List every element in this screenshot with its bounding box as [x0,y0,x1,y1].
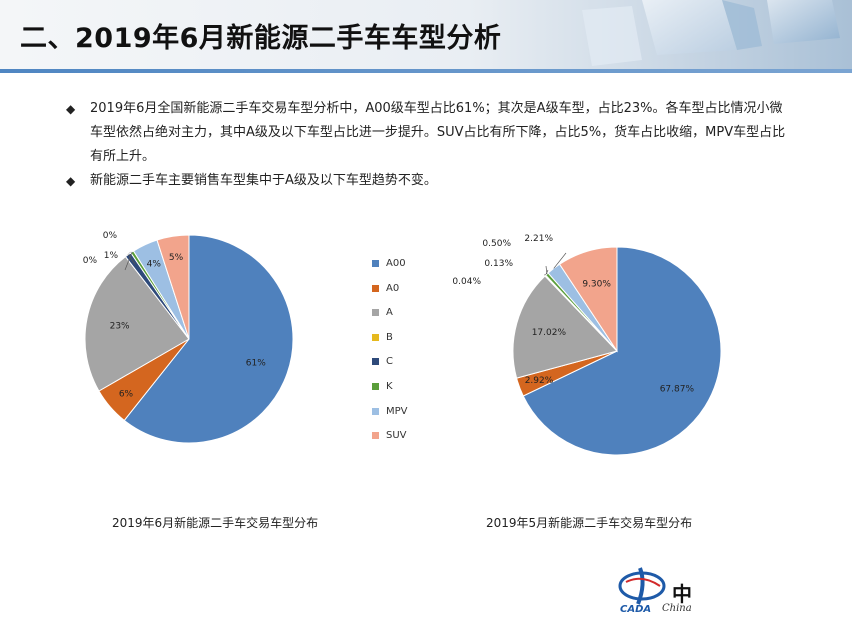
pie-data-label: 6% [119,389,134,399]
legend-swatch [372,284,379,292]
logo-subtext: China [662,603,692,614]
logo-badge: CADA [620,604,651,614]
legend-swatch [372,333,379,341]
legend-item: B [372,332,408,357]
legend-swatch [372,432,379,440]
chart-title-june: 2019年6月新能源二手车交易车型分布 [112,516,319,530]
pie-data-label: 0.50% [482,239,511,249]
pie-data-label: 23% [110,321,130,331]
chart-title-may: 2019年5月新能源二手车交易车型分布 [486,516,693,530]
pie-leader-line [553,252,567,269]
pie-data-label: 17.02% [532,328,567,338]
legend-item: SUV [372,430,408,455]
header-underline [0,69,852,73]
legend-label: MPV [386,405,408,417]
pie-data-label: 2.21% [524,234,553,244]
pie-data-label: 2.92% [525,376,554,386]
legend-swatch [372,358,379,366]
legend-label: SUV [386,430,407,442]
chart-legend: A00 A0 A B C K MPV SUV [372,258,408,455]
bullet-item: ◆ 新能源二手车主要销售车型集中于A级及以下车型趋势不变。 [66,169,786,193]
pie-data-label: 9.30% [582,279,611,289]
pie-leader-line [127,254,136,265]
legend-label: A0 [386,282,400,294]
pie-data-label: 4% [147,260,162,270]
diamond-bullet-icon: ◆ [66,102,76,116]
cada-logo-icon: CADA [618,567,666,614]
legend-swatch [372,260,379,267]
legend-label: B [386,331,393,343]
pie-data-label: 0.04% [452,277,481,287]
legend-item: A0 [372,283,408,308]
page-title: 二、2019年6月新能源二手车车型分析 [20,23,502,54]
legend-item: C [372,356,408,381]
legend-label: K [386,380,393,392]
pie-slice-SUV [558,246,618,353]
legend-item: MPV [372,406,408,431]
pie-data-label: 0.13% [484,259,513,269]
bullet-text: 新能源二手车主要销售车型集中于A级及以下车型趋势不变。 [90,173,437,188]
legend-label: A00 [386,258,406,269]
legend-item: A [372,307,408,332]
pie-slice-A00 [123,234,294,444]
legend-swatch [372,407,379,415]
legend-label: A [386,307,393,319]
logo-text: 中 [672,582,692,606]
legend-item: A00 [372,258,408,283]
legend-swatch [372,382,379,390]
pie-data-label: 67.87% [660,385,695,395]
header-banner: 二、2019年6月新能源二手车车型分析 [0,0,852,73]
diamond-bullet-icon: ◆ [66,174,76,188]
pie-data-label: 0% [83,256,98,266]
bullet-text: 2019年6月全国新能源二手车交易车型分析中，A00级车型占比61%；其次是A级… [90,101,786,164]
pie-leader-line [545,265,548,275]
bullet-item: ◆ 2019年6月全国新能源二手车交易车型分析中，A00级车型占比61%；其次是… [66,97,786,169]
pie-slice-A [84,255,190,392]
pie-data-label: 5% [169,253,184,263]
pie-data-label: 0% [103,231,118,241]
legend-item: K [372,381,408,406]
legend-swatch [372,309,379,317]
header-cube-graphic [582,0,840,66]
pie-slice-SUV [156,234,190,340]
bullet-list: ◆ 2019年6月全国新能源二手车交易车型分析中，A00级车型占比61%；其次是… [66,97,786,193]
legend-label: C [386,356,393,368]
pie-slice-A00 [522,246,722,456]
pie-slice-A [512,275,618,379]
pie-data-label: 1% [104,251,119,261]
pie-data-label: 61% [246,358,266,368]
pie-leader-line [124,251,133,271]
